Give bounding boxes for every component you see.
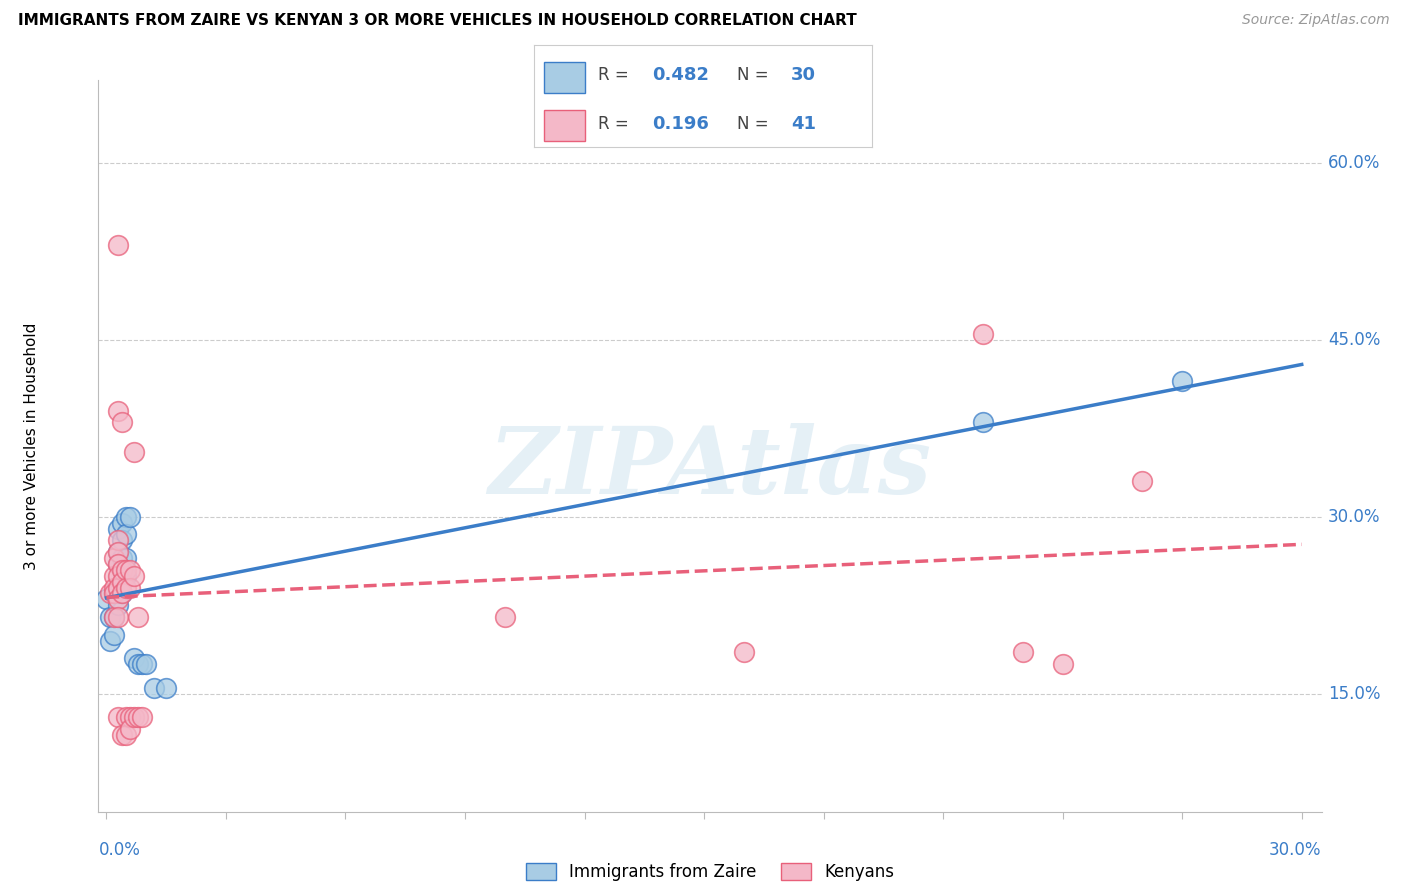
Point: [972, 416, 994, 430]
Text: N =: N =: [737, 114, 768, 133]
Text: 15.0%: 15.0%: [1327, 685, 1381, 703]
Point: [107, 581, 129, 595]
Text: N =: N =: [737, 66, 768, 85]
Point: [120, 509, 142, 524]
Point: [135, 657, 157, 672]
Point: [107, 592, 129, 607]
Text: 60.0%: 60.0%: [1327, 153, 1381, 172]
Point: [111, 551, 134, 566]
Text: 30.0%: 30.0%: [1327, 508, 1381, 525]
Point: [972, 326, 994, 341]
Point: [111, 728, 134, 742]
Point: [107, 545, 129, 559]
Point: [111, 416, 134, 430]
Point: [103, 581, 125, 595]
Point: [120, 722, 142, 736]
Point: [96, 592, 118, 607]
Text: 41: 41: [790, 114, 815, 133]
Point: [155, 681, 177, 695]
Point: [111, 586, 134, 600]
Point: [124, 445, 146, 459]
Point: [103, 551, 125, 566]
Point: [107, 403, 129, 417]
Point: [115, 563, 138, 577]
Point: [1011, 645, 1033, 659]
Point: [103, 628, 125, 642]
Text: 3 or more Vehicles in Household: 3 or more Vehicles in Household: [24, 322, 38, 570]
FancyBboxPatch shape: [544, 62, 585, 93]
Point: [120, 563, 142, 577]
Point: [111, 533, 134, 548]
Point: [103, 586, 125, 600]
Point: [107, 599, 129, 613]
Point: [103, 610, 125, 624]
Point: [103, 568, 125, 582]
Text: Source: ZipAtlas.com: Source: ZipAtlas.com: [1241, 13, 1389, 28]
Text: ZIPAtlas: ZIPAtlas: [488, 423, 932, 513]
Point: [107, 610, 129, 624]
Point: [103, 586, 125, 600]
Point: [127, 710, 149, 724]
Point: [107, 557, 129, 571]
Point: [115, 581, 138, 595]
Point: [120, 710, 142, 724]
Point: [131, 710, 153, 724]
Point: [131, 657, 153, 672]
Text: 0.0%: 0.0%: [98, 841, 141, 859]
Point: [100, 633, 122, 648]
Point: [127, 610, 149, 624]
Point: [733, 645, 755, 659]
Point: [111, 563, 134, 577]
Point: [111, 574, 134, 589]
Text: 0.196: 0.196: [652, 114, 709, 133]
Point: [107, 581, 129, 595]
Point: [115, 568, 138, 582]
Point: [1052, 657, 1074, 672]
Text: 30: 30: [790, 66, 815, 85]
Point: [107, 545, 129, 559]
Point: [1130, 475, 1153, 489]
Point: [1171, 374, 1194, 388]
Point: [124, 568, 146, 582]
Point: [103, 610, 125, 624]
Point: [111, 563, 134, 577]
Point: [107, 710, 129, 724]
Text: R =: R =: [599, 114, 628, 133]
Point: [115, 728, 138, 742]
Point: [124, 710, 146, 724]
Point: [107, 557, 129, 571]
Point: [120, 581, 142, 595]
Text: 0.482: 0.482: [652, 66, 710, 85]
Point: [107, 568, 129, 582]
Point: [100, 610, 122, 624]
Text: 30.0%: 30.0%: [1270, 841, 1322, 859]
Text: IMMIGRANTS FROM ZAIRE VS KENYAN 3 OR MORE VEHICLES IN HOUSEHOLD CORRELATION CHAR: IMMIGRANTS FROM ZAIRE VS KENYAN 3 OR MOR…: [18, 13, 858, 29]
Point: [143, 681, 166, 695]
Point: [494, 610, 516, 624]
Point: [107, 238, 129, 252]
Text: 45.0%: 45.0%: [1327, 331, 1381, 349]
Point: [115, 509, 138, 524]
Point: [107, 533, 129, 548]
Point: [127, 657, 149, 672]
Point: [100, 586, 122, 600]
Point: [111, 586, 134, 600]
Point: [107, 522, 129, 536]
Point: [111, 516, 134, 530]
Point: [124, 651, 146, 665]
FancyBboxPatch shape: [544, 111, 585, 141]
Legend: Immigrants from Zaire, Kenyans: Immigrants from Zaire, Kenyans: [519, 856, 901, 888]
Text: R =: R =: [599, 66, 628, 85]
Point: [115, 527, 138, 541]
Point: [115, 710, 138, 724]
Point: [115, 551, 138, 566]
Point: [107, 586, 129, 600]
